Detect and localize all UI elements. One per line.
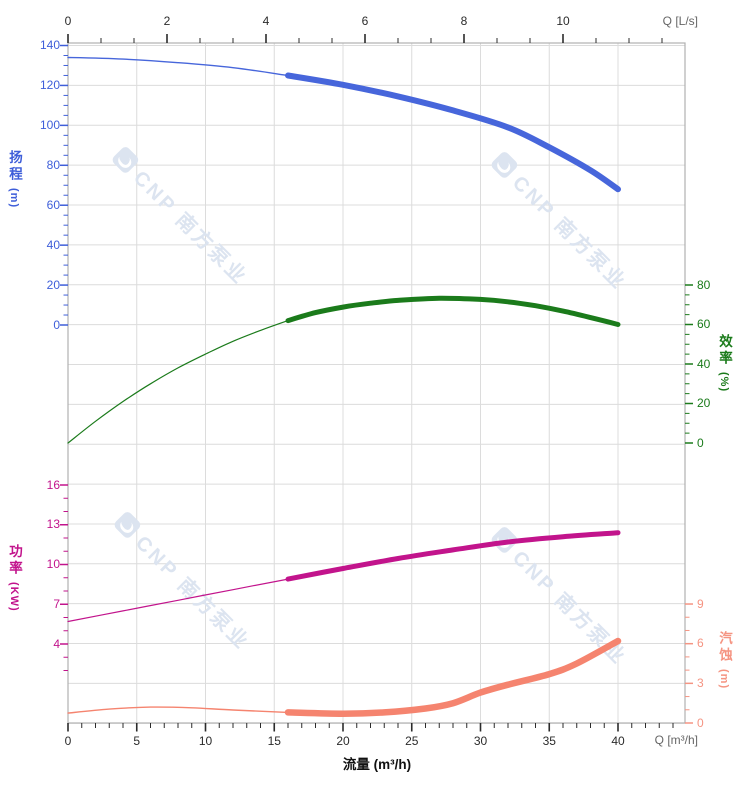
power-axis-unit: (KW) (8, 582, 20, 612)
top-axis-unit-label: Q [L/s] (662, 14, 698, 28)
head-axis-unit: (m) (8, 188, 20, 209)
efficiency-axis-title-text: 效率 (717, 334, 732, 367)
power-curve (285, 530, 621, 582)
npsh-curve-thin (67, 706, 289, 714)
power-axis-title-text: 功率 (7, 544, 22, 577)
power-axis-title: 功率 (KW) (4, 544, 24, 612)
head-curve (285, 72, 621, 193)
efficiency-axis-unit: (%) (718, 372, 730, 393)
bottom-axis-unit-label: Q [m³/h] (654, 733, 698, 747)
efficiency-curve (285, 295, 621, 327)
flow-axis-label: 流量 (m³/h) (342, 757, 412, 772)
efficiency-curve-thin (67, 320, 289, 444)
power-curve-thin (67, 578, 289, 623)
npsh-axis-unit: (m) (718, 669, 730, 690)
head-axis-title-text: 扬程 (7, 150, 22, 183)
npsh-curve (284, 637, 622, 717)
npsh-axis-title-text: 汽蚀 (717, 631, 732, 664)
efficiency-axis-title: 效率 (%) (714, 334, 734, 392)
plot-border (67, 42, 686, 724)
head-axis-title: 扬程 (m) (4, 150, 24, 208)
npsh-axis-title: 汽蚀 (m) (714, 631, 734, 689)
head-curve-thin (67, 56, 289, 77)
